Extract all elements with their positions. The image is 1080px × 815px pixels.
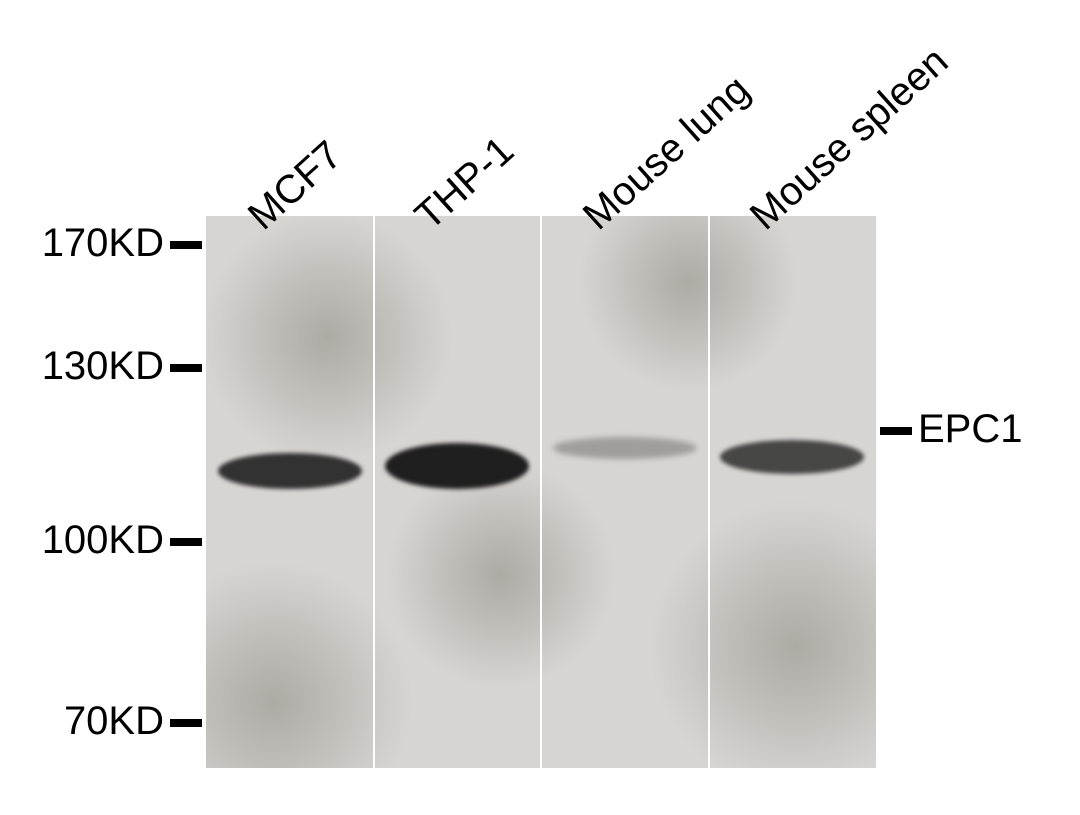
marker-tick	[170, 364, 202, 372]
lane-label: Mouse spleen	[742, 39, 957, 239]
protein-band	[553, 437, 697, 459]
lane-divider	[373, 216, 375, 768]
marker-label: 130KD	[0, 344, 164, 389]
marker-label: 100KD	[0, 518, 164, 563]
western-blot-figure: MCF7 THP-1 Mouse lung Mouse spleen 170KD…	[0, 0, 1080, 815]
lane-label: Mouse lung	[575, 67, 759, 239]
blot-membrane	[206, 216, 876, 768]
marker-tick	[170, 241, 202, 249]
lane-divider	[540, 216, 542, 768]
marker-tick	[170, 719, 202, 727]
target-tick	[880, 427, 912, 435]
protein-band	[385, 443, 529, 489]
protein-band	[720, 440, 864, 474]
marker-tick	[170, 538, 202, 546]
target-protein-label: EPC1	[918, 407, 1023, 452]
protein-band	[218, 453, 362, 489]
marker-label: 70KD	[0, 699, 164, 744]
lane-divider	[708, 216, 710, 768]
marker-label: 170KD	[0, 221, 164, 266]
